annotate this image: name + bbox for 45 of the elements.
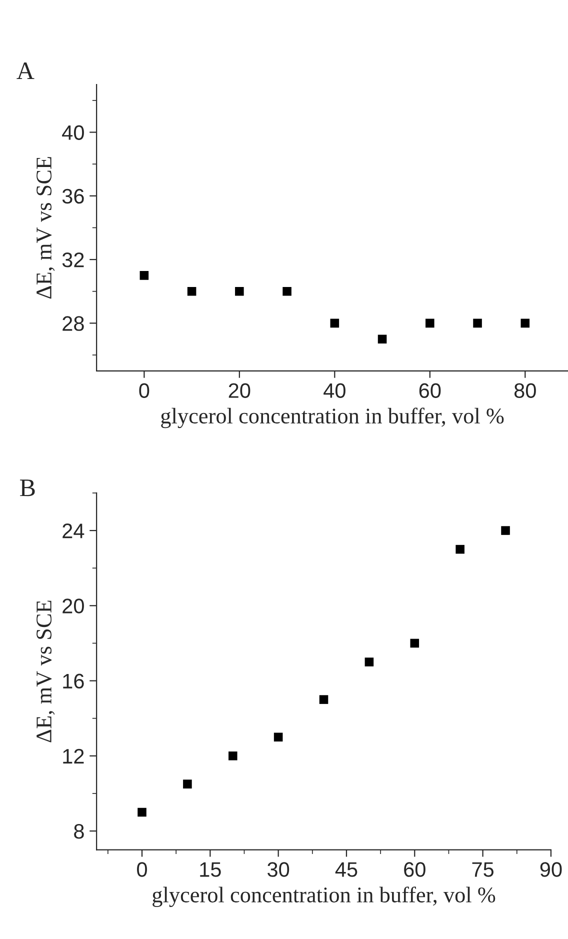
x-tick-label: 30 xyxy=(268,862,290,877)
y-axis-title: ΔE, mV vs SCE xyxy=(36,157,55,299)
y-tick-label: 36 xyxy=(62,188,84,204)
point xyxy=(138,808,146,817)
point xyxy=(364,658,374,666)
text: A xyxy=(16,62,34,79)
x-tick-label: 0 xyxy=(137,862,147,877)
x-tick-label: 20 xyxy=(228,383,250,398)
y-tick-label: 8 xyxy=(74,824,84,839)
text: B xyxy=(20,480,35,496)
point xyxy=(187,286,196,296)
point xyxy=(473,318,482,328)
x-tick-label: 75 xyxy=(472,862,494,877)
point xyxy=(235,286,244,296)
y-tick-label: 12 xyxy=(63,748,84,764)
point xyxy=(228,752,238,760)
point xyxy=(183,780,192,788)
x-tick-label: 0 xyxy=(139,383,150,398)
x-tick-label: 45 xyxy=(335,862,358,877)
point xyxy=(140,271,149,280)
point xyxy=(456,544,464,554)
y-tick-label: 28 xyxy=(62,316,84,331)
point xyxy=(274,732,283,742)
point xyxy=(520,318,530,328)
y-tick-label: 32 xyxy=(62,252,84,268)
x-tick-label: 15 xyxy=(200,862,221,877)
x-axis-title: glycerol concentration in buffer, vol % xyxy=(161,408,504,428)
point xyxy=(410,638,420,648)
x-axis-title: glycerol concentration in buffer, vol % xyxy=(152,886,496,908)
point xyxy=(378,334,387,344)
point xyxy=(330,318,340,328)
y-tick-label: 16 xyxy=(63,674,84,689)
x-tick-label: 90 xyxy=(540,862,562,877)
y-axis-title: ΔE, mV vs SCE xyxy=(36,600,55,742)
x-tick-label: 80 xyxy=(514,383,536,398)
point xyxy=(319,695,328,704)
x-tick-label: 40 xyxy=(324,383,346,398)
point xyxy=(501,526,510,535)
point xyxy=(282,286,292,296)
y-tick-label: 20 xyxy=(62,598,84,614)
y-tick-label: 40 xyxy=(62,125,84,140)
x-tick-label: 60 xyxy=(419,383,441,398)
y-tick-label: 24 xyxy=(62,524,84,538)
x-tick-label: 60 xyxy=(404,862,426,877)
point xyxy=(426,318,434,328)
